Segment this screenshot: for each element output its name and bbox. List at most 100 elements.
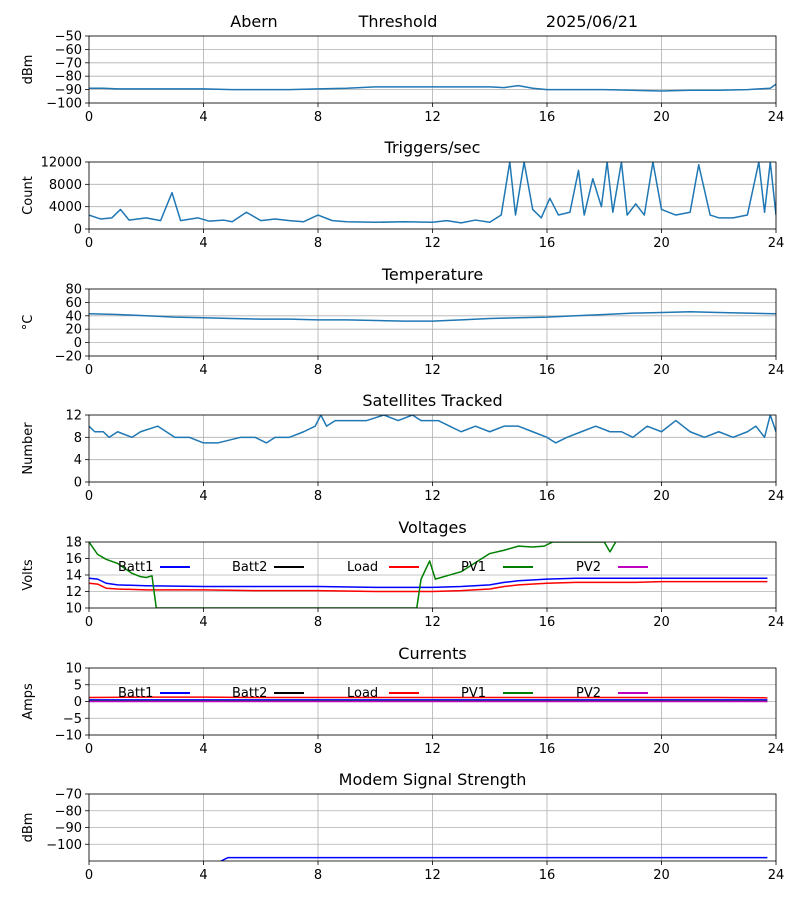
modem-ytick-label: −70	[55, 788, 82, 803]
threshold-xtick-label: 4	[199, 110, 207, 125]
currents-legend-pv1: PV1	[461, 686, 486, 701]
temperature-xtick-label: 4	[199, 363, 207, 378]
voltages-ytick-label: 10	[65, 602, 82, 617]
modem-title: Modem Signal Strength	[339, 770, 527, 789]
voltages-series-load	[89, 580, 768, 593]
voltages-xtick-label: 12	[424, 615, 441, 630]
modem-xtick-label: 8	[314, 868, 322, 883]
threshold-xtick-label: 8	[314, 110, 322, 125]
currents-legend-pv2: PV2	[576, 686, 601, 701]
temperature-xtick-label: 24	[768, 363, 785, 378]
triggers-xtick-label: 24	[768, 236, 785, 251]
triggers-xtick-label: 8	[314, 236, 322, 251]
voltages-ytick-label: 18	[65, 536, 82, 551]
threshold-ylabel: dBm	[21, 55, 36, 85]
voltages-ytick-label: 12	[65, 585, 82, 600]
threshold-ytick-label: −80	[55, 70, 82, 85]
satellites-ytick-label: 4	[74, 453, 82, 468]
temperature-ytick-label: 60	[65, 296, 82, 311]
voltages-legend-load: Load	[347, 560, 378, 575]
temperature-xtick-label: 12	[424, 363, 441, 378]
currents-legend-load: Load	[347, 686, 378, 701]
satellites-xtick-label: 12	[424, 489, 441, 504]
threshold-ytick-label: −50	[55, 30, 82, 45]
temperature-title: Temperature	[381, 265, 483, 284]
temperature-xtick-label: 20	[653, 363, 670, 378]
threshold-ytick-label: −60	[55, 43, 82, 58]
temperature-ytick-label: 0	[74, 336, 82, 351]
triggers-ytick-label: 8000	[49, 178, 82, 193]
voltages-xtick-label: 4	[199, 615, 207, 630]
triggers-ytick-label: 0	[74, 223, 82, 238]
threshold-chart: 0 4 8 12 16 20 24 −100−90−80−70−60−50 dBm	[21, 30, 784, 126]
threshold-xtick-label: 24	[768, 110, 785, 125]
triggers-ytick-label: 12000	[41, 156, 82, 171]
temperature-ytick-label: 40	[65, 309, 82, 324]
voltages-xtick-label: 16	[539, 615, 556, 630]
satellites-xtick-label: 24	[768, 489, 785, 504]
modem-ytick-label: −100	[46, 838, 82, 853]
threshold-xtick-label: 12	[424, 110, 441, 125]
modem-ytick-label: −80	[55, 804, 82, 819]
temperature-xtick-label: 0	[85, 363, 93, 378]
currents-series-load	[89, 696, 768, 699]
voltages-ylabel: Volts	[21, 559, 36, 591]
header-station: Abern	[230, 12, 277, 31]
modem-ylabel: dBm	[21, 813, 36, 843]
modem-xtick-label: 16	[539, 868, 556, 883]
triggers-ylabel: Count	[21, 176, 36, 215]
temperature-series-line	[89, 311, 776, 322]
voltages-legend-pv1: PV1	[461, 560, 486, 575]
satellites-xtick-label: 4	[199, 489, 207, 504]
threshold-series-line	[89, 83, 776, 92]
threshold-ytick-label: −100	[46, 97, 82, 112]
modem-xtick-label: 12	[424, 868, 441, 883]
voltages-ytick-label: 14	[65, 569, 82, 584]
satellites-title: Satellites Tracked	[362, 391, 502, 410]
voltages-series-pv1	[89, 542, 617, 608]
triggers-chart: 0 4 8 12 16 20 24 0 4000 8000 12000 Triggers/sec Cou…	[21, 138, 784, 251]
triggers-xtick-label: 12	[424, 236, 441, 251]
threshold-xtick-label: 16	[539, 110, 556, 125]
currents-ytick-label: −10	[55, 729, 82, 744]
voltages-xtick-label: 24	[768, 615, 785, 630]
temperature-xtick-label: 16	[539, 363, 556, 378]
currents-legend-batt1: Batt1	[118, 686, 153, 701]
triggers-xtick-label: 20	[653, 236, 670, 251]
modem-xtick-label: 4	[199, 868, 207, 883]
modem-ytick-label: −90	[55, 821, 82, 836]
satellites-ytick-label: 8	[74, 431, 82, 446]
threshold-xtick-label: 20	[653, 110, 670, 125]
satellites-xtick-label: 0	[85, 489, 93, 504]
modem-chart: 0 4 8 12 16 20 24 −100 −90 −80−70 Modem Signal Str…	[21, 770, 784, 883]
triggers-xtick-label: 16	[539, 236, 556, 251]
threshold-ytick-label: −70	[55, 56, 82, 71]
voltages-legend-batt2: Batt2	[232, 560, 267, 575]
temperature-xtick-label: 8	[314, 363, 322, 378]
temperature-ytick-label: −20	[55, 350, 82, 365]
voltages-xtick-label: 0	[85, 615, 93, 630]
triggers-series-line	[89, 162, 776, 224]
modem-xtick-label: 0	[85, 868, 93, 883]
satellites-xtick-label: 16	[539, 489, 556, 504]
voltages-series-batt1	[89, 577, 768, 589]
satellites-series-line	[89, 415, 776, 444]
satellites-xtick-label: 20	[653, 489, 670, 504]
voltages-xtick-label: 8	[314, 615, 322, 630]
satellites-chart: 0 4 8 12 16 20 24 0 4 8 12 Satellites Tracked Number	[21, 391, 784, 504]
currents-xtick-label: 16	[539, 742, 556, 757]
temperature-ytick-label: 80	[65, 283, 82, 298]
satellites-ytick-label: 12	[65, 409, 82, 424]
voltages-legend-batt1: Batt1	[118, 560, 153, 575]
voltages-legend-pv2: PV2	[576, 560, 601, 575]
header-label: Threshold	[358, 12, 438, 31]
voltages-title: Voltages	[398, 518, 466, 537]
currents-xtick-label: 0	[85, 742, 93, 757]
currents-ytick-label: 5	[74, 678, 82, 693]
currents-xtick-label: 24	[768, 742, 785, 757]
currents-ylabel: Amps	[21, 683, 36, 720]
